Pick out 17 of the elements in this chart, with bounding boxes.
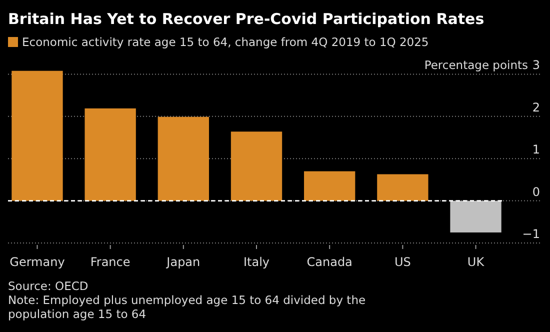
x-tick-label: US (394, 255, 411, 269)
x-tick-label: France (90, 255, 130, 269)
x-tick-label: Canada (306, 255, 352, 269)
x-tick-label: UK (467, 255, 486, 269)
x-tick-label: Italy (243, 255, 270, 269)
x-tick-label: Germany (10, 255, 65, 269)
y-tick-label: −1 (522, 227, 540, 241)
y-tick-label: 0 (532, 184, 540, 199)
text: Note: Employed plus unemployed age 15 to 64 divided by the population age 15 to 64 (8, 293, 366, 321)
y-axis-title: Percentage points (424, 58, 528, 72)
x-tick-label: Japan (166, 255, 200, 269)
source-note: Source: OECD (8, 279, 88, 293)
y-tick-label: 1 (532, 142, 540, 157)
chart-title: Britain Has Yet to Recover Pre-Covid Participation Rates (8, 10, 484, 28)
legend-label: Economic activity rate age 15 to 64, change from 4Q 2019 to 1Q 2025 (22, 35, 429, 49)
y-tick-label: 3 (532, 58, 540, 72)
y-tick-label: 2 (532, 100, 540, 114)
